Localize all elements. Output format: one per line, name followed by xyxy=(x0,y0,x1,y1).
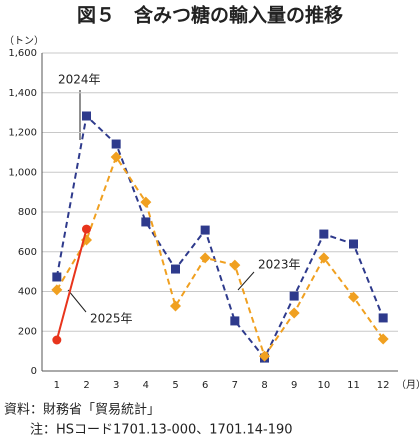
marker xyxy=(349,239,358,249)
x-tick-label: 10 xyxy=(317,380,330,391)
y-tick-label: 1,400 xyxy=(8,88,37,99)
marker xyxy=(52,335,62,345)
x-tick-label: 3 xyxy=(113,380,119,391)
y-tick-label: 800 xyxy=(18,207,37,218)
marker xyxy=(51,284,63,296)
marker xyxy=(229,259,241,271)
x-tick-label: 5 xyxy=(172,380,178,391)
marker xyxy=(259,350,270,362)
x-tick-label: 12 xyxy=(377,380,390,391)
x-tick-label: 8 xyxy=(261,380,267,391)
y-unit: （トン） xyxy=(4,35,44,47)
x-tick-label: 6 xyxy=(202,380,208,391)
y-tick-label: 1,600 xyxy=(8,48,37,59)
series-label: 2023年 xyxy=(258,258,301,272)
chart-title: 図５ 含みつ糖の輸入量の推移 xyxy=(77,4,343,27)
marker xyxy=(140,196,152,208)
note: 資料：財務省「貿易統計」 xyxy=(4,402,160,418)
note: 注：HSコード1701.13-000、1701.14-190 xyxy=(30,423,293,438)
y-tick-label: 400 xyxy=(18,287,37,298)
x-tick-label: 4 xyxy=(143,380,149,391)
marker xyxy=(199,252,211,264)
marker xyxy=(319,229,329,239)
marker xyxy=(82,111,91,121)
marker xyxy=(288,307,300,319)
series-label: 2024年 xyxy=(58,73,101,87)
marker xyxy=(378,313,388,323)
x-tick-label: 2 xyxy=(83,380,89,391)
marker xyxy=(200,225,210,235)
marker xyxy=(171,264,180,274)
marker xyxy=(348,291,359,303)
annotation-line xyxy=(67,289,87,313)
y-tick-label: 600 xyxy=(18,247,37,258)
marker xyxy=(110,151,122,163)
marker xyxy=(52,272,62,282)
marker xyxy=(377,333,389,345)
y-tick-label: 0 xyxy=(31,366,37,377)
marker xyxy=(289,291,299,301)
y-tick-label: 200 xyxy=(18,326,37,337)
y-tick-label: 1,000 xyxy=(8,167,37,178)
marker xyxy=(170,300,181,312)
series-line xyxy=(55,228,88,341)
marker xyxy=(111,139,121,149)
x-tick-label: 9 xyxy=(291,380,297,391)
y-tick-label: 1,200 xyxy=(8,128,37,139)
marker xyxy=(230,316,240,326)
x-tick-label: 1 xyxy=(54,380,60,391)
x-tick-label: 7 xyxy=(232,380,238,391)
x-tick-label: 11 xyxy=(347,380,360,391)
marker xyxy=(82,224,91,234)
series-line xyxy=(55,114,385,360)
series-line xyxy=(55,154,384,359)
marker xyxy=(141,217,151,227)
series-label: 2025年 xyxy=(90,312,133,326)
marker xyxy=(318,252,330,264)
x-unit: （月） xyxy=(396,379,420,391)
annotation-line xyxy=(237,271,255,291)
